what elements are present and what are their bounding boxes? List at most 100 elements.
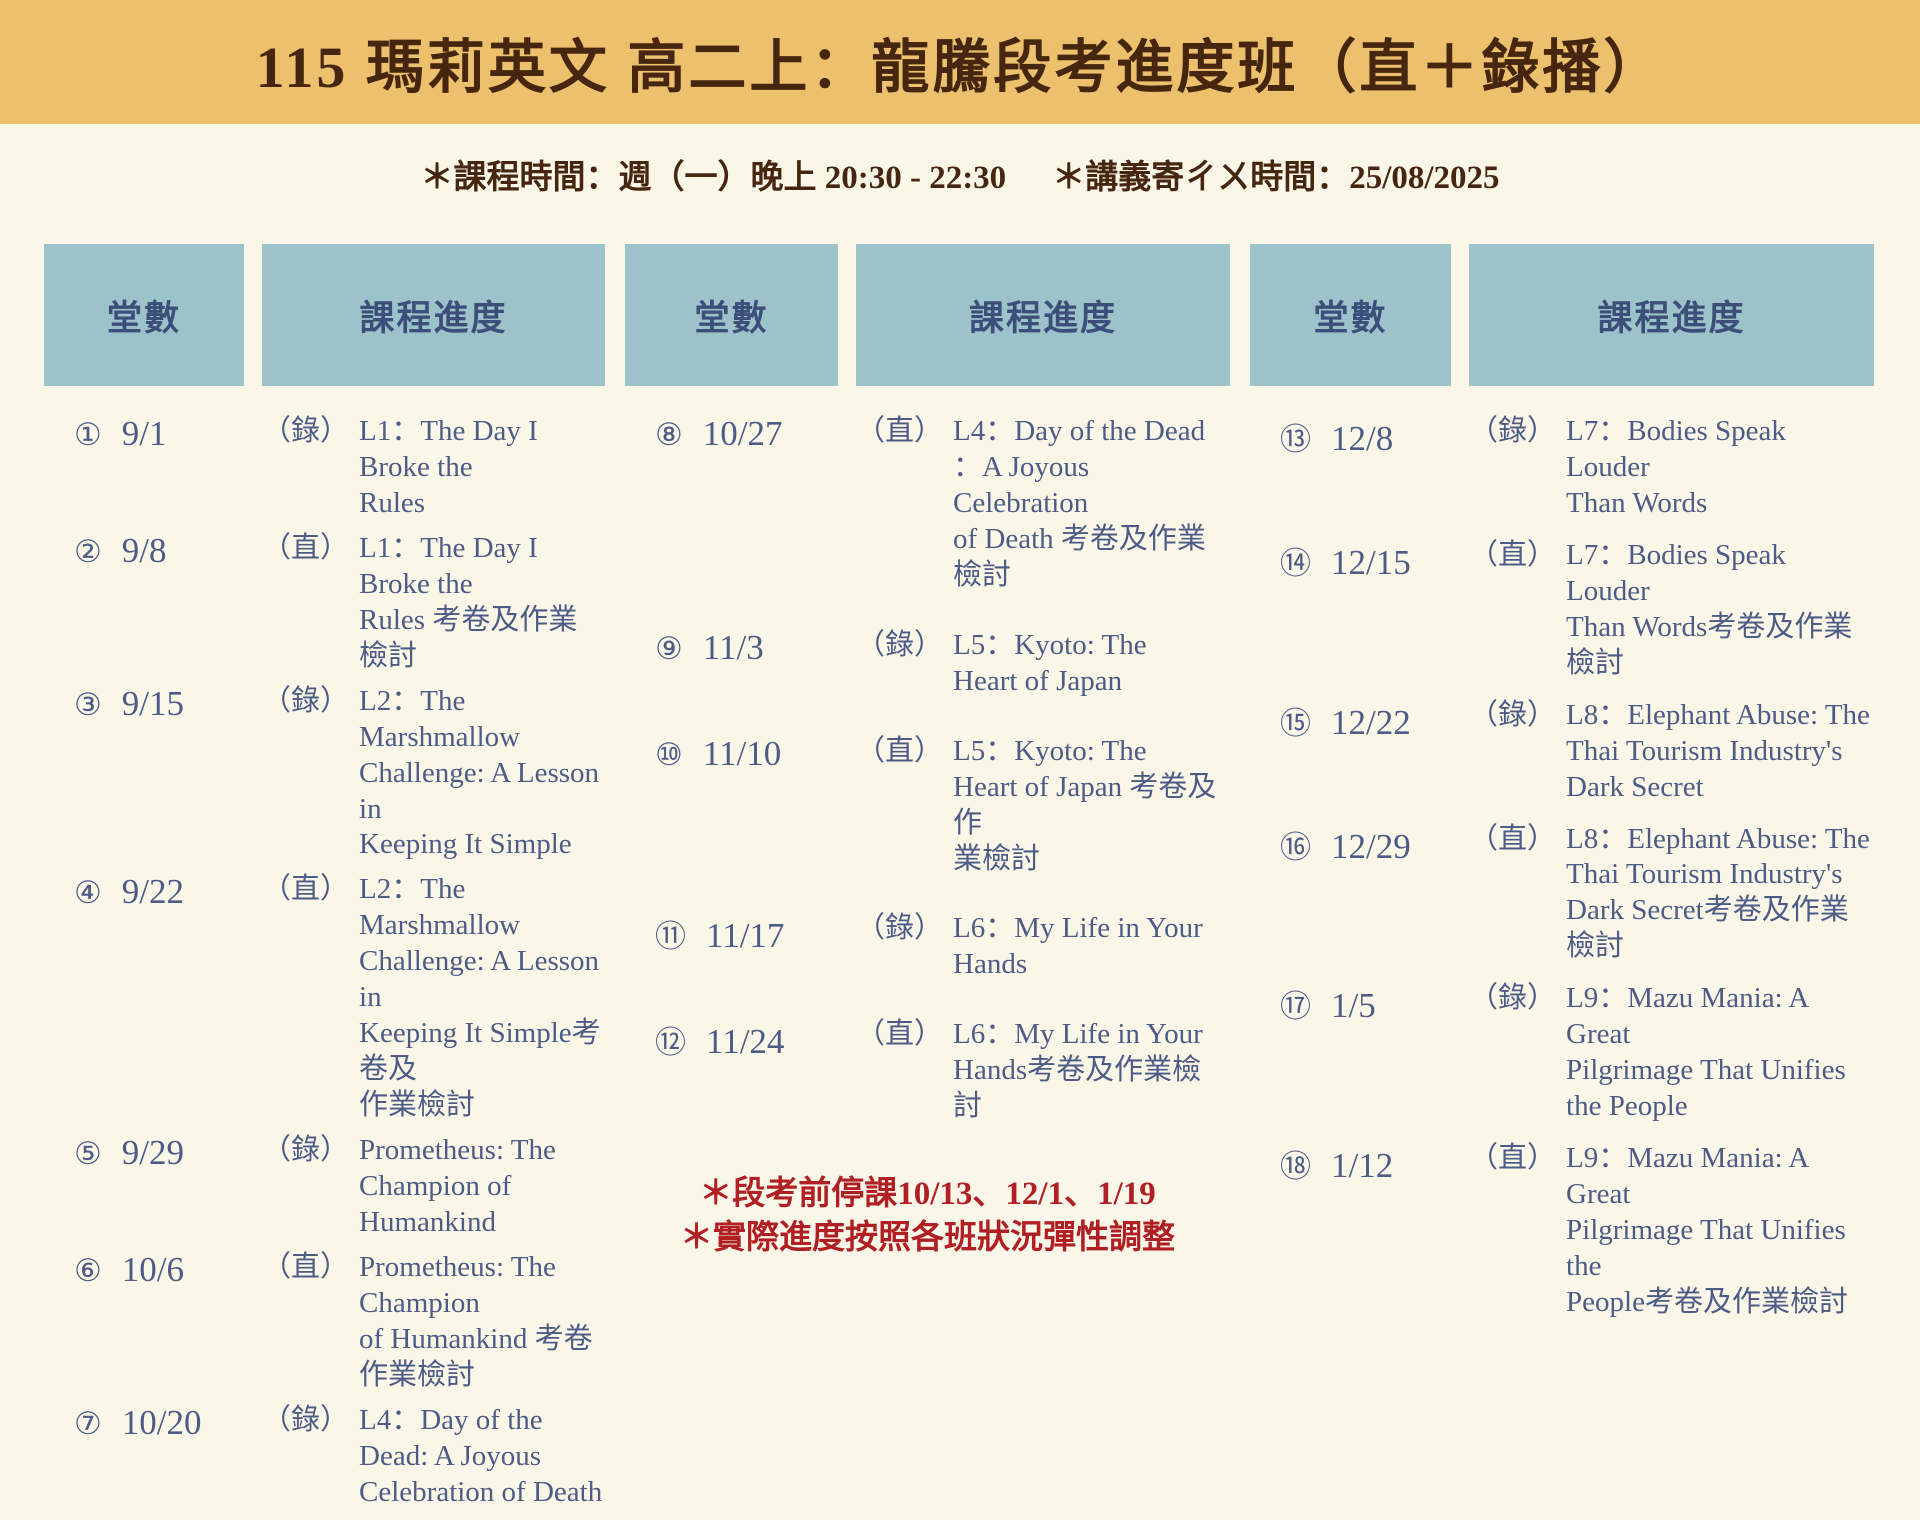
format-tag: （直）	[1469, 822, 1557, 855]
session-row: ⑮ 12/22 （錄） L8：Elephant Abuse: The Thai To…	[1250, 698, 1874, 806]
session-date: 9/22	[121, 872, 185, 912]
session-date: 12/22	[1331, 702, 1411, 742]
session-progress-cell: （錄） L6：My Life in Your Hands	[856, 911, 1230, 983]
session-row: ⑫ 11/24 （直） L6：My Life in Your Hands考卷及作業檢…	[625, 1017, 1230, 1125]
session-number-cell: ⑨ 11/3	[625, 628, 838, 668]
session-number-cell: ⑯ 12/29	[1250, 822, 1451, 867]
session-row: ⑭ 12/15 （直） L7：Bodies Speak Louder Than Wo…	[1250, 538, 1874, 682]
format-tag: （直）	[1469, 1142, 1557, 1175]
session-number-cell: ⑬ 12/8	[1250, 414, 1451, 459]
session-number-cell: ⑩ 11/10	[625, 734, 838, 774]
progress-text: L1：The Day I Broke the Rules	[359, 415, 538, 519]
session-number: ⑬	[1280, 422, 1311, 457]
format-tag: （直）	[1469, 538, 1557, 571]
progress-text: L7：Bodies Speak Louder Than Words考卷及作業檢討	[1566, 538, 1853, 679]
session-number: ⑫	[655, 1025, 686, 1061]
table-group-3: 堂數 課程進度 ⑬ 12/8 （錄） L7：Bodies Speak Louder …	[1250, 244, 1874, 1520]
format-tag: （直）	[262, 531, 350, 564]
session-number-cell: ⑤ 9/29	[44, 1133, 244, 1173]
format-tag: （直）	[856, 1018, 944, 1051]
session-number: ③	[74, 686, 102, 722]
table-header-row: 堂數 課程進度	[1250, 244, 1874, 386]
progress-text: L2：The Marshmallow Challenge: A Lesson i…	[359, 873, 601, 1122]
table-header-row: 堂數 課程進度	[625, 244, 1230, 386]
session-number: ⑦	[74, 1405, 102, 1441]
session-number-cell: ⑥ 10/6	[44, 1250, 244, 1290]
progress-text: L1：The Day I Broke the Rules 考卷及作業檢討	[359, 531, 578, 672]
session-progress-cell: （直） L1：The Day I Broke the Rules 考卷及作業檢討	[262, 531, 605, 675]
progress-text: L4：Day of the Dead: A Joyous Celebration…	[359, 1403, 603, 1508]
session-number-cell: ① 9/1	[44, 414, 244, 454]
session-date: 1/12	[1331, 1146, 1394, 1186]
session-number-cell: ③ 9/15	[44, 684, 244, 724]
session-progress-cell: （直） Prometheus: The Champion of Humankind…	[262, 1250, 605, 1394]
column-header-progress: 課程進度	[856, 244, 1230, 386]
session-number-cell: ② 9/8	[44, 531, 244, 571]
session-progress-cell: （直） L8：Elephant Abuse: The Thai Tourism I…	[1469, 822, 1874, 966]
column-header-sessions: 堂數	[1250, 244, 1451, 386]
column-header-progress: 課程進度	[262, 244, 605, 386]
format-tag: （錄）	[1469, 982, 1557, 1015]
title-banner: 115 瑪莉英文 高二上：龍騰段考進度班（直＋錄播）	[0, 0, 1920, 124]
session-number: ⑯	[1280, 829, 1311, 865]
session-date: 10/20	[121, 1402, 202, 1442]
session-number: ⑮	[1280, 705, 1311, 741]
session-number-cell: ⑮ 12/22	[1250, 698, 1451, 743]
class-time-note: ＊課程時間：週（一）晚上 20:30 - 22:30	[420, 160, 1007, 196]
session-progress-cell: （直） L6：My Life in Your Hands考卷及作業檢討	[856, 1017, 1230, 1125]
session-date: 11/24	[706, 1022, 785, 1062]
session-progress-cell: （錄） L9：Mazu Mania: A Great Pilgrimage Tha…	[1469, 981, 1874, 1125]
progress-text: L9：Mazu Mania: A Great Pilgrimage That U…	[1566, 982, 1846, 1123]
session-number-cell: ⑭ 12/15	[1250, 538, 1451, 583]
table-header-row: 堂數 課程進度	[44, 244, 605, 386]
session-date: 12/8	[1331, 419, 1394, 458]
session-number: ⑰	[1280, 989, 1311, 1025]
session-progress-cell: （錄） L5：Kyoto: The Heart of Japan	[856, 628, 1230, 700]
progress-text: L7：Bodies Speak Louder Than Words	[1566, 415, 1786, 519]
session-progress-cell: （直） L7：Bodies Speak Louder Than Words考卷及作…	[1469, 538, 1874, 682]
session-date: 11/17	[706, 916, 785, 956]
session-number-cell: ⑰ 1/5	[1250, 981, 1451, 1026]
session-row: ① 9/1 （錄） L1：The Day I Broke the Rules	[44, 414, 605, 522]
session-number-cell: ④ 9/22	[44, 872, 244, 912]
session-date: 11/10	[702, 733, 782, 773]
session-row: ⑨ 11/3 （錄） L5：Kyoto: The Heart of Japan	[625, 628, 1230, 700]
progress-text: L6：My Life in Your Hands	[953, 912, 1203, 981]
session-row: ⑯ 12/29 （直） L8：Elephant Abuse: The Thai To…	[1250, 822, 1874, 966]
format-tag: （錄）	[262, 1134, 350, 1167]
session-date: 9/8	[121, 530, 167, 570]
session-row: ⑪ 11/17 （錄） L6：My Life in Your Hands	[625, 911, 1230, 983]
session-date: 10/6	[121, 1249, 185, 1289]
progress-text: L2：The Marshmallow Challenge: A Lesson i…	[359, 684, 600, 861]
session-number-cell: ⑱ 1/12	[1250, 1141, 1451, 1186]
column-header-sessions: 堂數	[44, 244, 244, 386]
progress-text: L5：Kyoto: The Heart of Japan 考卷及作 業檢討	[953, 734, 1217, 875]
session-progress-cell: （直） L9：Mazu Mania: A Great Pilgrimage Tha…	[1469, 1141, 1874, 1321]
session-date: 10/27	[702, 414, 783, 453]
format-tag: （錄）	[262, 684, 350, 717]
page-title: 115 瑪莉英文 高二上：龍騰段考進度班（直＋錄播）	[255, 35, 1665, 100]
session-number: ⑧	[655, 417, 683, 452]
session-progress-cell: （錄） L4：Day of the Dead: A Joyous Celebrat…	[262, 1403, 605, 1511]
column-header-progress: 課程進度	[1469, 244, 1874, 386]
progress-text: L8：Elephant Abuse: The Thai Tourism Indu…	[1566, 698, 1870, 803]
session-number: ①	[74, 417, 102, 452]
session-row: ⑧ 10/27 （直） L4：Day of the Dead ：A Joyous C…	[625, 414, 1230, 594]
session-row: ⑰ 1/5 （錄） L9：Mazu Mania: A Great Pilgrimag…	[1250, 981, 1874, 1125]
table-group-2: 堂數 課程進度 ⑧ 10/27 （直） L4：Day of the Dead ：A …	[625, 244, 1230, 1520]
format-tag: （錄）	[262, 1403, 350, 1436]
session-row: ⑥ 10/6 （直） Prometheus: The Champion of Hum…	[44, 1250, 605, 1394]
session-progress-cell: （直） L4：Day of the Dead ：A Joyous Celebrat…	[856, 414, 1230, 594]
session-number: ④	[74, 875, 102, 911]
table-group-1: 堂數 課程進度 ① 9/1 （錄） L1：The Day I Broke the R…	[44, 244, 605, 1520]
session-number: ⑪	[655, 919, 686, 955]
session-row: ⑱ 1/12 （直） L9：Mazu Mania: A Great Pilgrima…	[1250, 1141, 1874, 1321]
session-progress-cell: （錄） L1：The Day I Broke the Rules	[262, 414, 605, 522]
format-tag: （直）	[262, 1250, 350, 1283]
session-number: ②	[74, 533, 102, 569]
session-row: ② 9/8 （直） L1：The Day I Broke the Rules 考卷及…	[44, 531, 605, 675]
format-tag: （錄）	[1469, 415, 1557, 447]
session-number-cell: ⑪ 11/17	[625, 911, 838, 956]
session-row: ⑦ 10/20 （錄） L4：Day of the Dead: A Joyous C…	[44, 1403, 605, 1511]
session-date: 9/1	[121, 414, 167, 453]
